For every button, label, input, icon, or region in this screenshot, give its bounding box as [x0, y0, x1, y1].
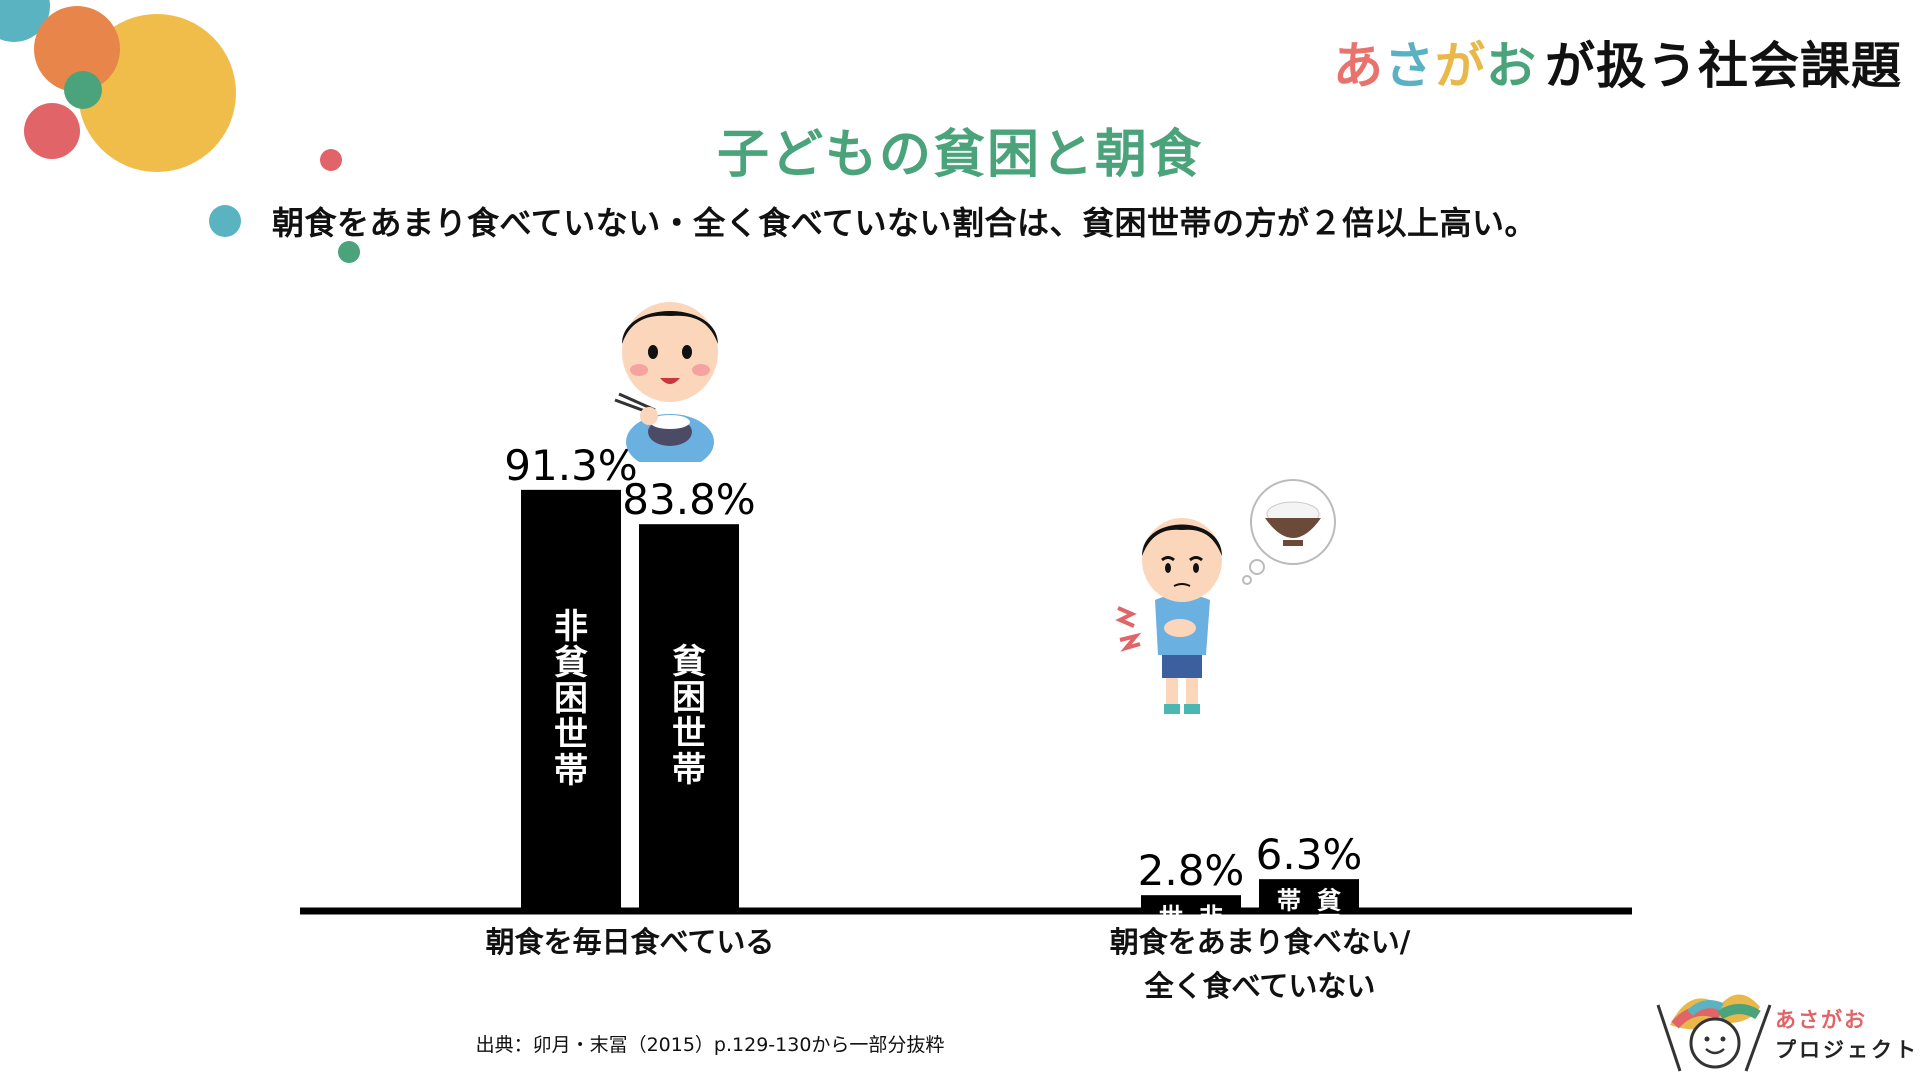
bar-value-label: 6.3%	[1256, 830, 1363, 879]
deco-circle-red	[24, 103, 80, 159]
boy-eating-rice-icon	[614, 302, 718, 462]
category-label: 朝食をあまり食べない/ 全く食べていない	[1050, 920, 1470, 1008]
deco-circle-green	[64, 71, 102, 109]
bar-series-label: 貧困世	[1317, 887, 1341, 965]
bar-value-label: 91.3%	[504, 441, 637, 490]
category-label-line: 朝食をあまり食べない/	[1109, 925, 1411, 959]
brand-char: あ	[1333, 37, 1384, 95]
bar	[1141, 895, 1241, 908]
bar-series-label: 世帯	[1159, 903, 1183, 956]
key-statement: 朝食をあまり食べていない・全く食べていない割合は、貧困世帯の方が２倍以上高い。	[272, 204, 1537, 242]
bar-series-label: 貧困世帯	[672, 642, 706, 790]
brand-heading: あ さ が お が扱う社会課題	[1333, 26, 1902, 95]
logo-line-1: あさがお	[1775, 1008, 1867, 1032]
bar-series-label: 帯	[1277, 887, 1301, 915]
bar	[521, 489, 621, 908]
page-title: 子どもの貧困と朝食	[716, 125, 1203, 185]
bar-series-label: 非貧困世帯	[554, 607, 588, 791]
brand-char: が	[1435, 37, 1486, 95]
rice-bowl-thought-icon	[1242, 479, 1336, 585]
deco-dot-teal-bullet	[209, 205, 241, 237]
logo-wordmark: あさがお	[1775, 1004, 1867, 1034]
brand-subtitle: が扱う社会課題	[1545, 37, 1902, 95]
brand-char: お	[1486, 37, 1537, 95]
logo-subtext: プロジェクト	[1775, 1038, 1919, 1062]
bar-value-label: 83.8%	[622, 475, 755, 524]
deco-dot-green-small	[338, 241, 360, 263]
source-citation: 出典：卯月・末冨（2015）p.129-130から一部分抜粋	[475, 1034, 945, 1056]
brand-char: さ	[1384, 37, 1435, 95]
bar-series-label: 非貧困	[1199, 903, 1223, 981]
category-label-line: 全く食べていない	[1144, 969, 1376, 1003]
deco-dot-red-small	[320, 149, 342, 171]
bar	[639, 524, 739, 908]
bar	[1259, 879, 1359, 908]
bar-value-label: 2.8%	[1138, 846, 1245, 895]
hungry-boy-icon	[1115, 518, 1222, 714]
asagao-logo-icon	[1656, 994, 1772, 1072]
category-label: 朝食を毎日食べている	[420, 920, 840, 964]
category-label-line: 朝食を毎日食べている	[485, 925, 775, 959]
